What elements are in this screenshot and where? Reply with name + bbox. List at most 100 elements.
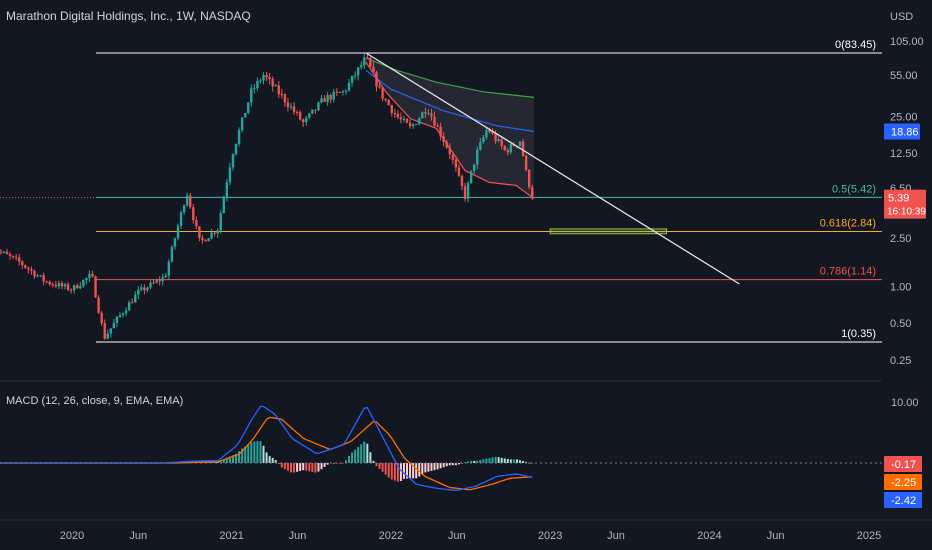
candle-body xyxy=(436,125,439,127)
candle-body xyxy=(298,112,302,120)
ma-value-badge xyxy=(884,123,920,140)
candle-body xyxy=(91,273,94,277)
candle-body xyxy=(350,75,354,83)
macd-histogram-bar xyxy=(369,452,372,463)
macd-histogram-bar xyxy=(415,463,418,479)
candle-body xyxy=(247,102,250,114)
candle-body xyxy=(240,117,244,131)
price-tick-label: 0.50 xyxy=(890,318,911,330)
candle-body xyxy=(280,94,284,96)
macd-histogram-bar xyxy=(476,460,479,463)
macd-pane[interactable] xyxy=(0,405,882,492)
candle-body xyxy=(170,246,174,262)
candle-body xyxy=(222,197,226,214)
macd-histogram-bar xyxy=(522,461,525,463)
candle-body xyxy=(311,109,314,114)
price-pane[interactable]: 0(83.45) 0.5(5.42) 0.618(2.84) 0.786(1.14) 1… xyxy=(0,39,882,343)
macd-tick-label: 10.00 xyxy=(891,397,919,409)
macd-histogram-bar xyxy=(354,449,357,463)
macd-histogram-bar xyxy=(442,463,445,468)
candle-body xyxy=(225,182,229,198)
candle-body xyxy=(418,118,421,125)
macd-histogram-bar xyxy=(399,463,402,481)
candle-body xyxy=(341,91,345,93)
macd-histogram-bar xyxy=(314,463,317,473)
candle-body xyxy=(317,102,320,111)
macd-value-badge xyxy=(884,456,922,472)
price-axis[interactable]: 105.0055.0025.0012.506.502.501.000.500.2… xyxy=(884,36,926,367)
candle-body xyxy=(176,225,180,239)
macd-histogram-bar xyxy=(344,460,347,463)
time-tick-label: 2020 xyxy=(60,530,84,542)
candle-body xyxy=(292,106,296,112)
candle-body xyxy=(375,72,378,87)
macd-histogram-bar xyxy=(372,460,375,463)
candle-body xyxy=(482,137,485,143)
fib-level-label: 0.5(5.42) xyxy=(832,183,876,195)
macd-histogram-bar xyxy=(262,445,265,463)
time-axis[interactable]: 2020 Jun 2021 Jun 2022 Jun 2023 Jun 2024 Jun 2025 xyxy=(0,519,932,542)
candle-body xyxy=(14,256,18,258)
candle-body xyxy=(277,85,280,95)
candle-body xyxy=(88,273,91,279)
candle-body xyxy=(485,130,488,138)
price-tick-label: 2.50 xyxy=(890,233,911,245)
macd-value-badge xyxy=(884,492,922,508)
macd-axis[interactable]: 10.00 -0.17 -2.25 -2.42 xyxy=(884,397,922,508)
fibonacci-retracement[interactable]: 0(83.45) 0.5(5.42) 0.618(2.84) 0.786(1.14) 1… xyxy=(0,39,882,343)
macd-histogram-bar xyxy=(225,457,228,463)
candle-body xyxy=(97,297,100,313)
macd-histogram-bar xyxy=(436,463,439,470)
macd-histogram-bar xyxy=(259,441,262,463)
macd-value-text: -0.17 xyxy=(891,459,916,471)
bar-countdown-text: 16:10:39 xyxy=(887,207,926,218)
candle-body xyxy=(27,267,30,270)
macd-histogram-bar xyxy=(497,457,500,463)
candle-body xyxy=(439,126,442,137)
candle-body xyxy=(390,105,393,113)
candle-body xyxy=(112,322,116,329)
macd-histogram-bar xyxy=(299,463,302,471)
candle-body xyxy=(60,283,64,287)
trendline[interactable] xyxy=(365,52,740,285)
macd-histogram-bar xyxy=(451,463,454,466)
macd-histogram-bar xyxy=(357,446,360,463)
candle-body xyxy=(82,280,85,286)
candle-body xyxy=(11,255,15,257)
macd-histogram-bar xyxy=(256,441,259,463)
candle-body xyxy=(506,150,509,153)
candle-body xyxy=(363,57,366,66)
target-zone-box[interactable] xyxy=(549,228,668,235)
time-tick-label: 2021 xyxy=(219,530,243,542)
candle-body xyxy=(127,302,131,311)
macd-histogram-bar xyxy=(448,463,451,466)
macd-histogram-bar xyxy=(268,456,271,463)
candle-body xyxy=(448,147,451,155)
candle-body xyxy=(192,207,195,221)
candle-body xyxy=(146,287,149,291)
price-tick-label: 105.00 xyxy=(890,36,924,48)
macd-histogram-bar xyxy=(402,463,405,479)
downtrend-line[interactable] xyxy=(365,52,740,285)
candle-body xyxy=(121,313,125,315)
candle-body xyxy=(207,238,210,242)
candles xyxy=(0,53,534,340)
macd-histogram-bar xyxy=(338,463,341,464)
candle-body xyxy=(518,141,522,146)
candle-body xyxy=(369,57,372,67)
candle-body xyxy=(173,238,177,247)
candle-body xyxy=(219,213,222,231)
candle-body xyxy=(335,91,338,93)
price-tick-label: 55.00 xyxy=(890,70,918,82)
candle-body xyxy=(79,285,82,289)
macd-histogram-bar xyxy=(280,463,283,468)
time-tick-label: 2023 xyxy=(538,530,562,542)
fib-level-label: 0.786(1.14) xyxy=(820,266,876,278)
macd-histogram-bar xyxy=(247,444,250,463)
time-tick-label: Jun xyxy=(767,530,785,542)
candle-body xyxy=(30,269,33,271)
macd-histogram-bar xyxy=(454,463,457,466)
candle-body xyxy=(256,80,259,89)
time-tick-label: 2025 xyxy=(857,530,881,542)
candle-body xyxy=(408,122,412,127)
